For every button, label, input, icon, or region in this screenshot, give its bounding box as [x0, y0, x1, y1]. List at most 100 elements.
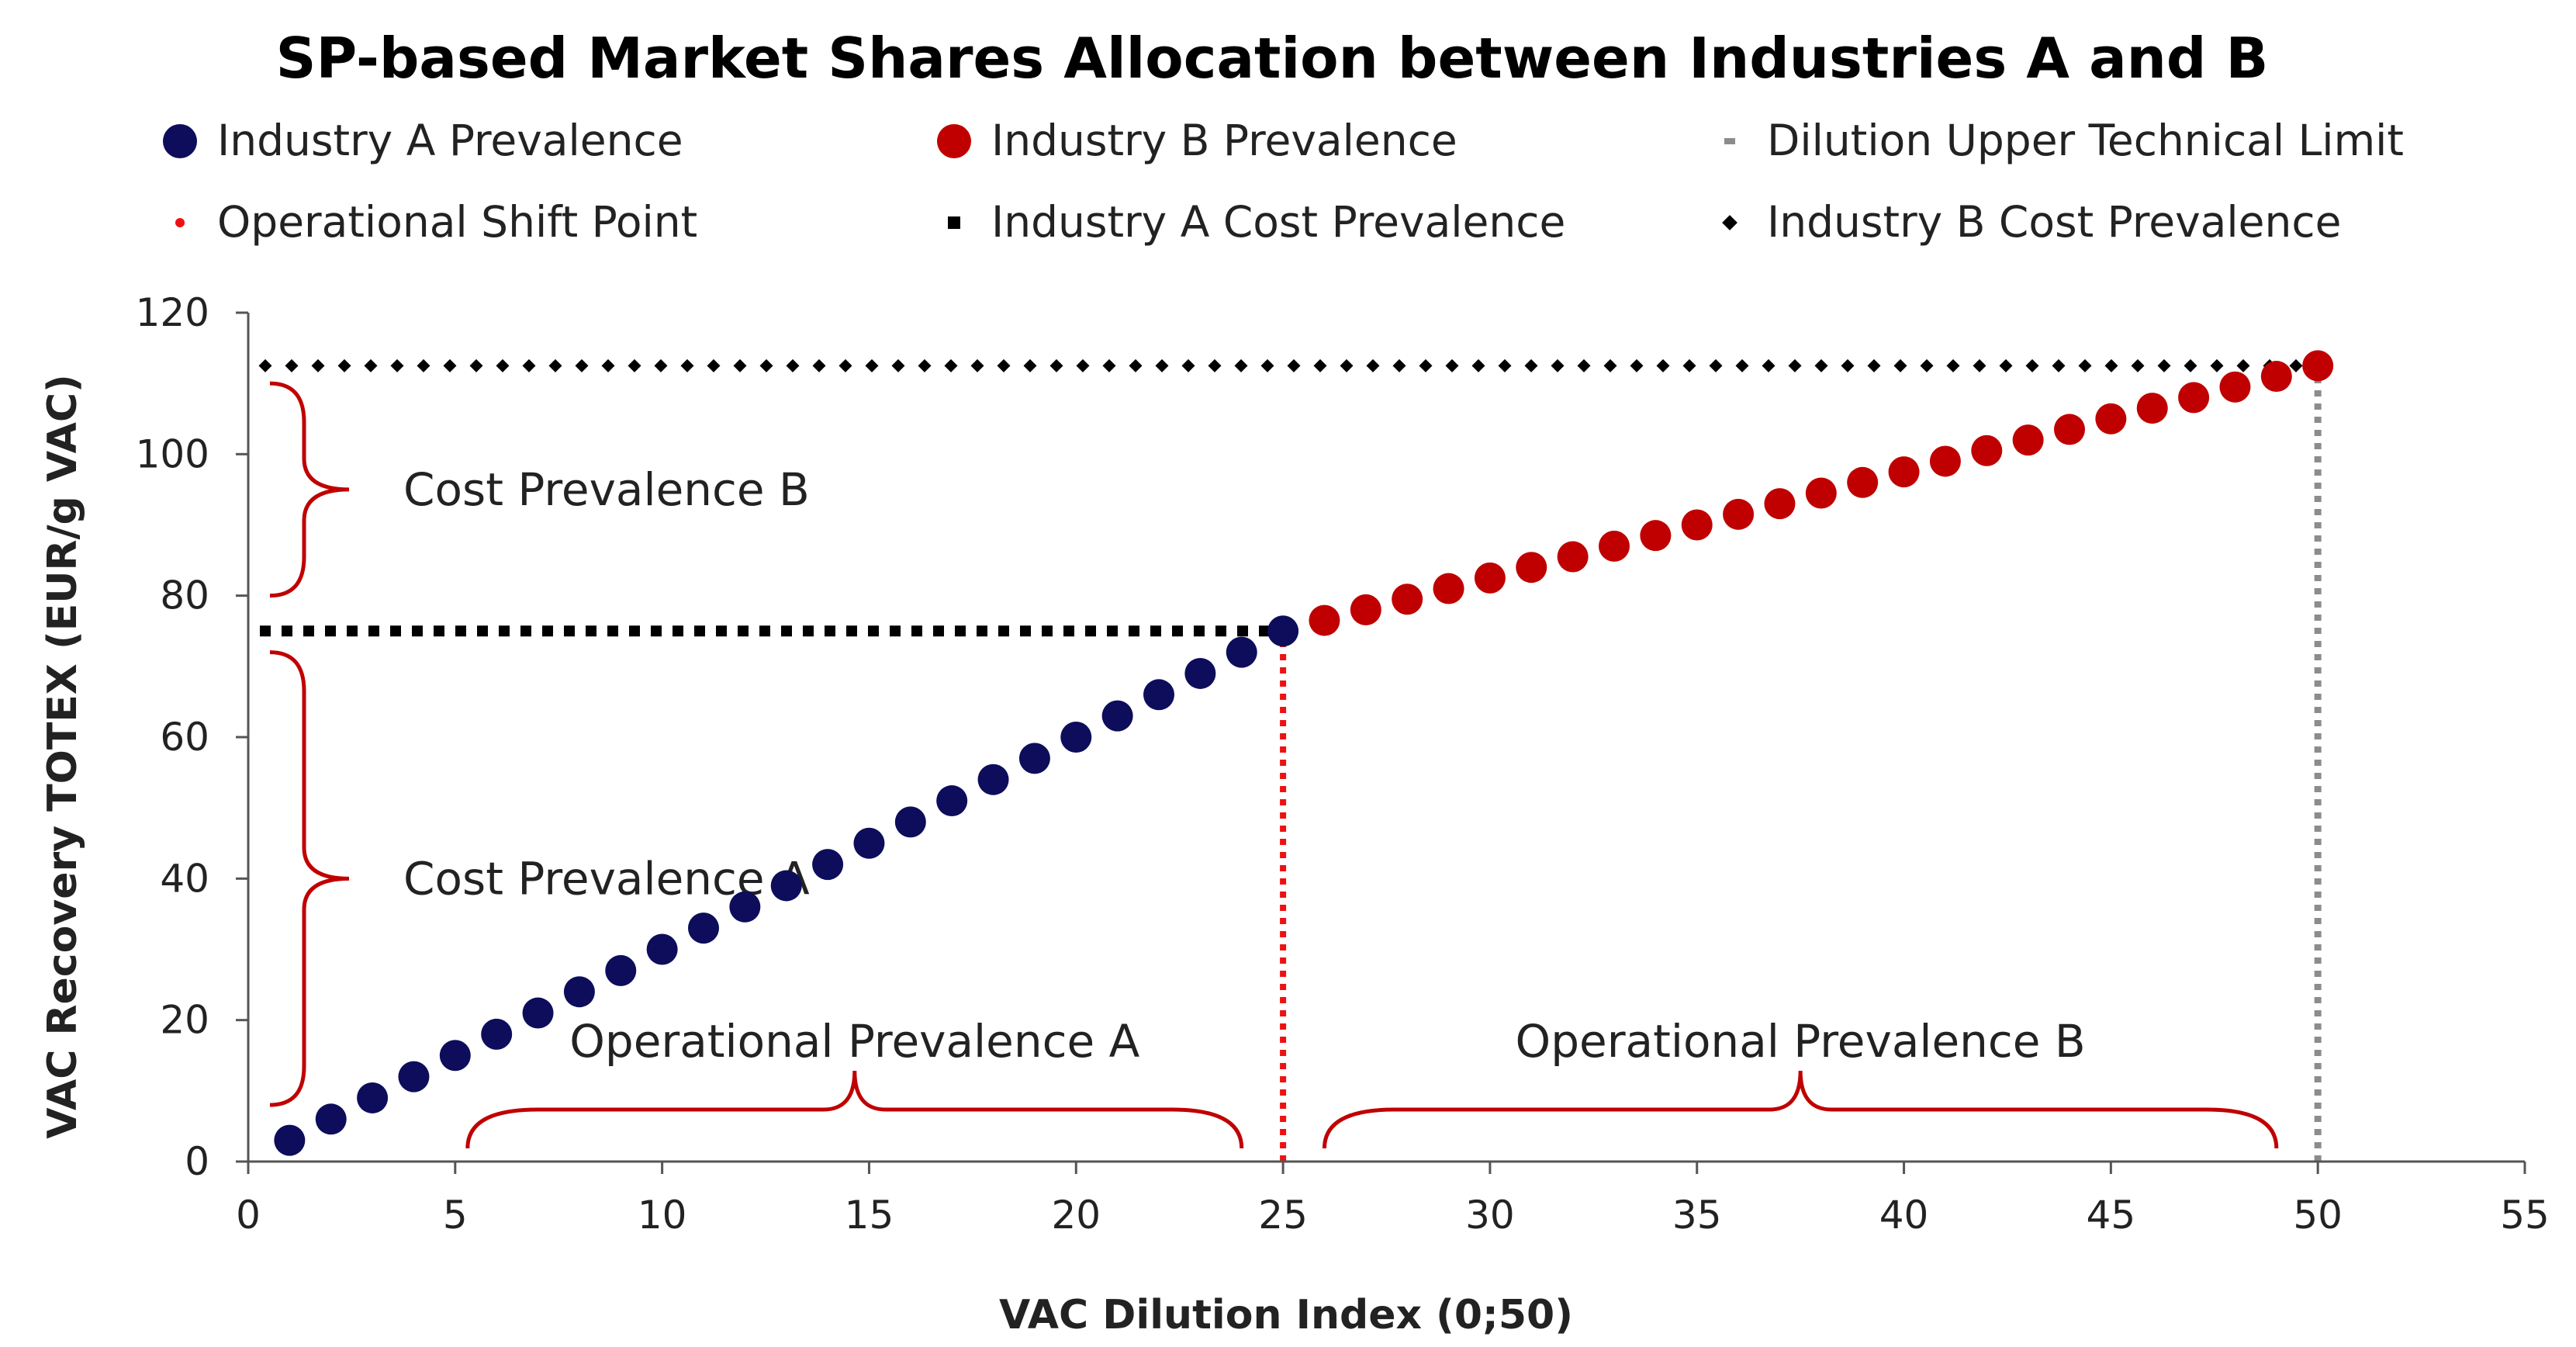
cost-marker-square: [520, 625, 531, 637]
cost-marker-diamond: [997, 358, 1011, 372]
cost-marker-square: [998, 625, 1009, 637]
cost-marker-square: [1194, 625, 1205, 637]
cost-marker-diamond: [285, 358, 299, 372]
annotation-brace: Operational Prevalence B: [1322, 1015, 2279, 1149]
x-tick-label: 35: [1672, 1193, 1722, 1238]
cost-marker-diamond: [469, 358, 483, 372]
cost-marker-square: [282, 625, 292, 637]
cost-marker-diamond: [1340, 358, 1354, 372]
cost-marker-square: [1237, 625, 1248, 637]
cost-marker-diamond: [1656, 358, 1670, 372]
cost-marker-square: [390, 625, 401, 637]
data-point: [522, 997, 554, 1029]
cost-marker-diamond: [1551, 358, 1565, 372]
cost-marker-diamond: [1155, 358, 1169, 372]
legend-marker-dot: [175, 218, 185, 227]
cost-marker-diamond: [1313, 358, 1327, 372]
cost-marker-diamond: [1260, 358, 1274, 372]
cost-marker-square: [1172, 625, 1183, 637]
cost-marker-square: [368, 625, 379, 637]
cost-marker-square: [1215, 625, 1226, 637]
cost-marker-diamond: [601, 358, 615, 372]
data-point: [1516, 552, 1547, 583]
cost-marker-diamond: [337, 358, 351, 372]
cost-marker-diamond: [1814, 358, 1828, 372]
cost-marker-square: [303, 625, 314, 637]
legend-label: Dilution Upper Technical Limit: [1767, 116, 2404, 165]
data-point: [1143, 679, 1174, 711]
reference-line-horizontal: [260, 625, 1270, 637]
cost-marker-square: [1042, 625, 1053, 637]
cost-marker-square: [825, 625, 835, 637]
cost-marker-diamond: [970, 358, 984, 372]
cost-marker-diamond: [2131, 358, 2145, 372]
cost-marker-diamond: [1129, 358, 1143, 372]
cost-marker-square: [890, 625, 901, 637]
cost-marker-square: [694, 625, 705, 637]
cost-marker-square: [1259, 625, 1270, 637]
data-point: [1101, 700, 1133, 732]
cost-marker-diamond: [733, 358, 747, 372]
cost-marker-square: [607, 625, 618, 637]
legend-item: Industry A Cost Prevalence: [948, 197, 1565, 247]
cost-marker-diamond: [865, 358, 879, 372]
data-point: [2178, 382, 2210, 414]
data-point: [977, 764, 1009, 795]
data-point: [398, 1061, 430, 1092]
data-points: [274, 350, 2334, 1156]
data-point: [1929, 445, 1961, 477]
data-point: [439, 1040, 471, 1072]
cost-marker-diamond: [1049, 358, 1063, 372]
cost-marker-diamond: [1946, 358, 1960, 372]
cost-marker-diamond: [1287, 358, 1301, 372]
x-tick-label: 30: [1465, 1193, 1515, 1238]
legend-marker-circle: [163, 124, 197, 158]
cost-marker-diamond: [1471, 358, 1485, 372]
data-point: [770, 870, 802, 902]
data-point: [2012, 424, 2044, 456]
cost-marker-square: [412, 625, 423, 637]
cost-marker-square: [868, 625, 879, 637]
cost-marker-square: [781, 625, 792, 637]
data-point: [812, 849, 844, 881]
brace-path: [465, 1070, 1244, 1149]
legend-item: Industry B Cost Prevalence: [1722, 197, 2341, 247]
y-tick-label: 20: [160, 998, 209, 1043]
data-point: [2219, 371, 2251, 403]
cost-marker-square: [1150, 625, 1161, 637]
x-tick-label: 5: [443, 1193, 468, 1238]
data-point: [1888, 456, 1920, 488]
legend-item: Industry B Prevalence: [937, 116, 1457, 165]
cost-marker-diamond: [1366, 358, 1380, 372]
y-tick-label: 100: [136, 431, 209, 476]
cost-marker-diamond: [2025, 358, 2039, 372]
cost-marker-diamond: [364, 358, 378, 372]
cost-marker-square: [455, 625, 466, 637]
cost-marker-diamond: [522, 358, 536, 372]
legend-marker-diamond: [1722, 215, 1738, 230]
cost-marker-diamond: [1498, 358, 1512, 372]
cost-marker-diamond: [680, 358, 694, 372]
cost-marker-diamond: [311, 358, 325, 372]
cost-marker-diamond: [1524, 358, 1538, 372]
x-tick-label: 55: [2500, 1193, 2550, 1238]
cost-marker-diamond: [2184, 358, 2197, 372]
cost-marker-diamond: [2078, 358, 2092, 372]
cost-marker-square: [477, 625, 488, 637]
annotation-brace: Operational Prevalence A: [465, 1015, 1244, 1149]
cost-marker-diamond: [258, 358, 272, 372]
cost-marker-diamond: [838, 358, 852, 372]
cost-marker-diamond: [548, 358, 562, 372]
data-point: [1018, 743, 1050, 774]
cost-marker-diamond: [707, 358, 721, 372]
data-point: [1971, 435, 2003, 466]
legend-item: Industry A Prevalence: [163, 116, 683, 165]
cost-marker-square: [629, 625, 640, 637]
cost-marker-square: [977, 625, 987, 637]
data-point: [1433, 573, 1464, 604]
data-point: [563, 976, 595, 1008]
data-point: [1267, 615, 1299, 647]
cost-marker-diamond: [1762, 358, 1776, 372]
x-tick-label: 10: [638, 1193, 687, 1238]
